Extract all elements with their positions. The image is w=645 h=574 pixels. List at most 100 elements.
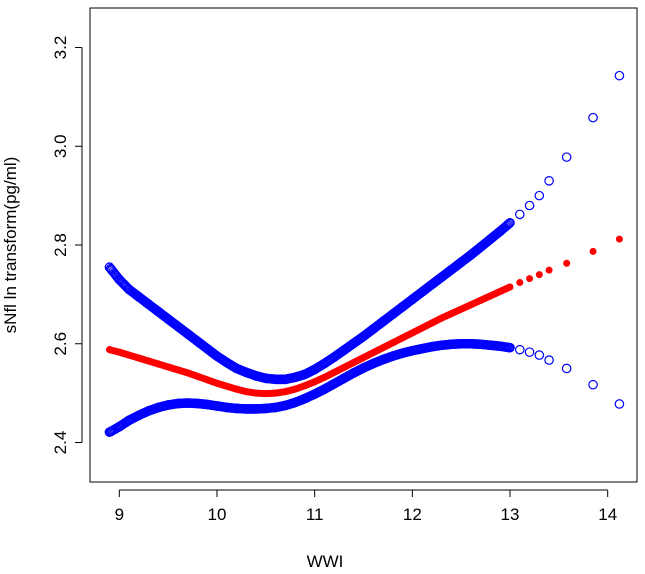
data-point (544, 355, 554, 365)
data-point (202, 343, 213, 354)
data-point (388, 351, 398, 361)
data-point (124, 284, 134, 295)
x-tick-label: 14 (598, 505, 617, 524)
data-point (516, 279, 524, 287)
data-point (486, 292, 494, 300)
data-point (369, 349, 377, 357)
data-point (485, 234, 496, 244)
data-point (358, 331, 369, 342)
data-point (378, 316, 388, 327)
data-point (503, 219, 513, 230)
data-point (466, 250, 476, 260)
x-axis-label: WWI (307, 552, 344, 571)
data-point (428, 319, 436, 327)
data-point (358, 363, 369, 373)
data-point (485, 340, 496, 351)
data-point (193, 372, 201, 380)
data-point (339, 345, 349, 355)
x-axis: 9 10 11 12 13 14 (115, 489, 617, 524)
data-point (280, 374, 291, 385)
data-point (379, 344, 387, 352)
data-point (124, 415, 134, 426)
data-point (534, 350, 545, 360)
data-point (389, 339, 397, 347)
data-point (300, 393, 310, 404)
data-point (301, 382, 309, 390)
data-point (467, 301, 475, 309)
data-point (163, 400, 173, 410)
data-point (114, 421, 125, 432)
data-point (399, 334, 407, 342)
x-tick-label: 10 (208, 505, 227, 524)
data-point (329, 352, 339, 362)
data-point (223, 382, 231, 390)
data-point (134, 410, 144, 421)
data-point (202, 399, 213, 410)
data-point (134, 292, 144, 302)
data-point (231, 363, 242, 374)
data-point (378, 354, 388, 365)
data-point (290, 397, 300, 408)
data-point (514, 209, 525, 220)
data-point (192, 336, 203, 347)
data-point (270, 402, 281, 413)
data-point (589, 247, 597, 255)
data-point (182, 329, 193, 339)
data-point (514, 344, 525, 355)
data-point (221, 402, 232, 413)
data-point (397, 348, 408, 358)
data-point (545, 266, 553, 274)
data-point (184, 369, 192, 377)
plot-frame (89, 7, 638, 483)
data-point (241, 367, 252, 378)
data-point (438, 314, 446, 322)
y-axis: 2.4 2.6 2.8 3.0 3.2 (51, 36, 83, 454)
data-point (272, 389, 280, 397)
data-point (504, 218, 515, 229)
data-point (163, 314, 173, 324)
data-point (456, 338, 466, 349)
data-point (407, 345, 418, 356)
data-point (319, 358, 330, 369)
data-point (281, 388, 289, 396)
data-point (456, 257, 466, 268)
series-lower-95-ci (104, 338, 625, 437)
data-point (291, 385, 299, 393)
data-point (350, 359, 358, 367)
data-point (397, 301, 408, 312)
data-point (615, 235, 623, 243)
data-point (534, 190, 545, 201)
data-point (339, 373, 349, 384)
data-point (280, 400, 291, 411)
data-point (588, 112, 598, 123)
data-point (446, 264, 457, 275)
data-point (457, 305, 465, 313)
data-point (213, 379, 221, 387)
data-point (436, 340, 447, 351)
data-point (563, 259, 571, 267)
data-point (192, 398, 203, 409)
data-point (173, 321, 183, 332)
data-point (524, 200, 535, 211)
data-point (182, 398, 193, 408)
data-point (262, 390, 270, 398)
data-point (446, 339, 457, 350)
data-point (330, 368, 338, 376)
data-point (502, 220, 512, 231)
data-point (388, 309, 398, 319)
data-point (427, 341, 437, 352)
y-axis-label: sNfl ln transform(pg/ml) (1, 157, 20, 334)
data-point (164, 363, 172, 371)
data-point (106, 264, 117, 275)
data-point (135, 354, 143, 362)
data-point (242, 388, 250, 396)
data-point (309, 389, 320, 399)
data-point (290, 372, 300, 383)
data-point (418, 324, 426, 332)
data-point (309, 364, 320, 375)
series-fitted (106, 235, 623, 398)
data-point (125, 351, 133, 359)
data-point (115, 348, 123, 356)
y-tick-label: 2.6 (51, 332, 70, 356)
data-point (407, 294, 418, 305)
